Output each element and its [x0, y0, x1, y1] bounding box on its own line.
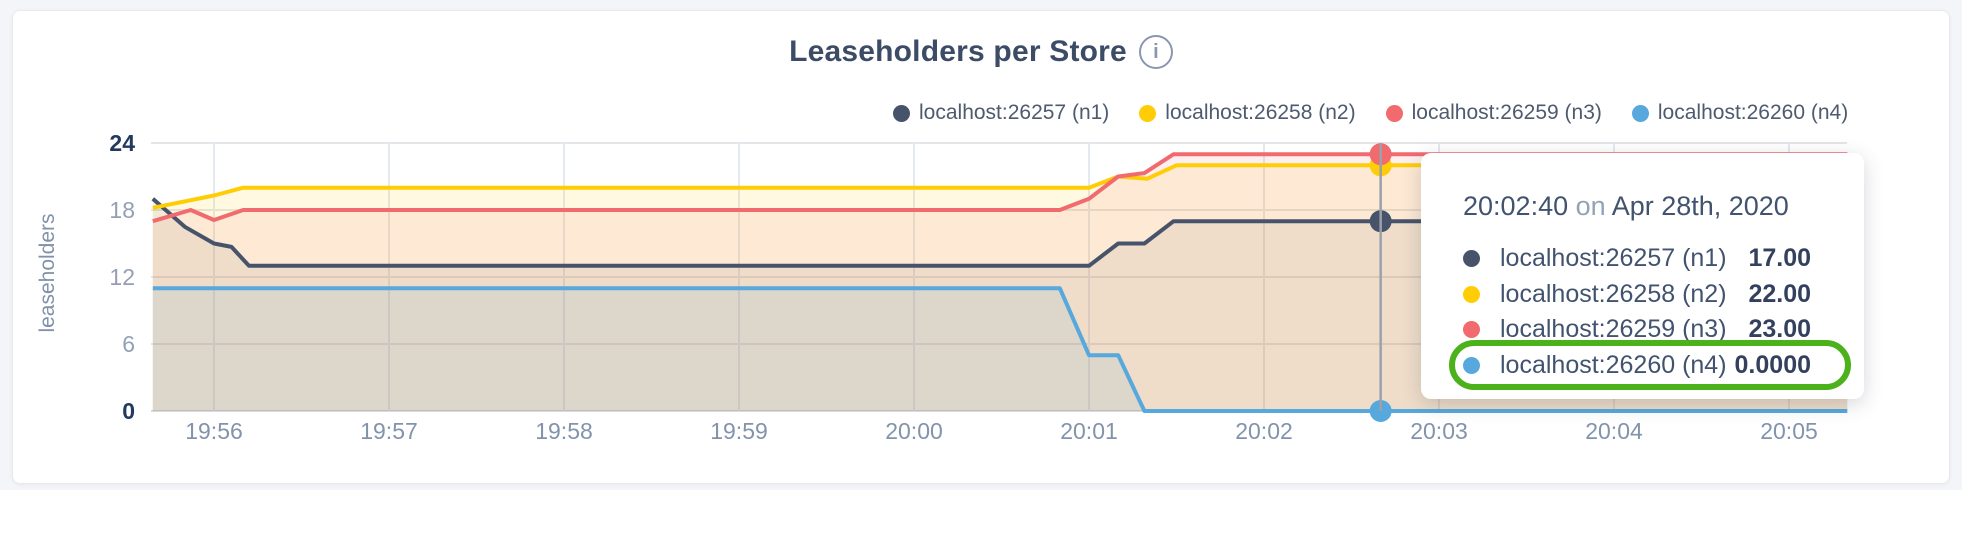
tooltip-row-n1: localhost:26257 (n1) 17.00 [1463, 241, 1864, 277]
svg-text:20:03: 20:03 [1410, 418, 1468, 444]
legend-dot-n2 [1139, 104, 1157, 122]
svg-text:12: 12 [109, 264, 135, 290]
tooltip-date: Apr 28th, 2020 [1611, 191, 1789, 221]
series-value-n2: 22.00 [1748, 279, 1811, 308]
legend-label-n2: localhost:26258 (n2) [1165, 101, 1356, 124]
series-label-n1: localhost:26257 (n1) [1500, 244, 1727, 273]
svg-text:19:58: 19:58 [535, 418, 593, 444]
hover-tooltip: 20:02:40 on Apr 28th, 2020 localhost:262… [1421, 153, 1864, 399]
svg-text:18: 18 [109, 197, 135, 223]
chart-title: Leaseholders per Store [789, 35, 1127, 68]
legend-label-n1: localhost:26257 (n1) [919, 101, 1110, 124]
series-label-n4: localhost:26260 (n4) [1500, 350, 1727, 379]
legend-item-n3: localhost:26259 (n3) [1385, 101, 1602, 125]
svg-text:20:02: 20:02 [1235, 418, 1293, 444]
tooltip-on-word: on [1575, 191, 1606, 221]
svg-text:19:56: 19:56 [185, 418, 243, 444]
legend-item-n2: localhost:26258 (n2) [1139, 101, 1356, 125]
tooltip-row-n2: localhost:26258 (n2) 22.00 [1463, 277, 1864, 313]
series-dot-n3 [1463, 321, 1480, 339]
svg-text:20:05: 20:05 [1760, 418, 1818, 444]
tooltip-row-n3: localhost:26259 (n3) 23.00 [1463, 312, 1864, 348]
tooltip-time: 20:02:40 [1463, 191, 1569, 221]
tooltip-timestamp: 20:02:40 on Apr 28th, 2020 [1463, 189, 1864, 223]
legend-item-n4: localhost:26260 (n4) [1631, 101, 1849, 125]
chart-legend: localhost:26257 (n1) localhost:26258 (n2… [893, 101, 1848, 125]
legend-dot-n4 [1631, 104, 1649, 122]
annotation-highlight-circle [1449, 340, 1851, 390]
legend-dot-n1 [893, 104, 910, 122]
chart-header: Leaseholders per Store i [13, 35, 1949, 69]
svg-text:0: 0 [122, 398, 135, 424]
page-background: Leaseholders per Store i localhost:26257… [0, 0, 1962, 490]
legend-label-n3: localhost:26259 (n3) [1411, 101, 1602, 124]
series-label-n3: localhost:26259 (n3) [1500, 315, 1727, 344]
svg-text:20:01: 20:01 [1060, 418, 1118, 444]
series-value-n4: 0.0000 [1734, 350, 1811, 379]
svg-text:6: 6 [122, 331, 135, 357]
svg-text:24: 24 [109, 130, 135, 156]
svg-text:20:00: 20:00 [885, 418, 943, 444]
series-label-n2: localhost:26258 (n2) [1500, 279, 1727, 308]
series-dot-n2 [1463, 285, 1480, 303]
series-value-n3: 23.00 [1748, 315, 1811, 344]
legend-item-n1: localhost:26257 (n1) [893, 101, 1109, 125]
legend-dot-n3 [1385, 104, 1403, 122]
info-icon[interactable]: i [1138, 35, 1173, 69]
series-dot-n1 [1463, 250, 1480, 268]
series-value-n1: 17.00 [1748, 244, 1811, 273]
svg-text:20:04: 20:04 [1585, 418, 1643, 444]
svg-text:19:57: 19:57 [360, 418, 418, 444]
legend-label-n4: localhost:26260 (n4) [1657, 101, 1849, 124]
svg-text:19:59: 19:59 [710, 418, 768, 444]
chart-card: Leaseholders per Store i localhost:26257… [12, 10, 1950, 484]
